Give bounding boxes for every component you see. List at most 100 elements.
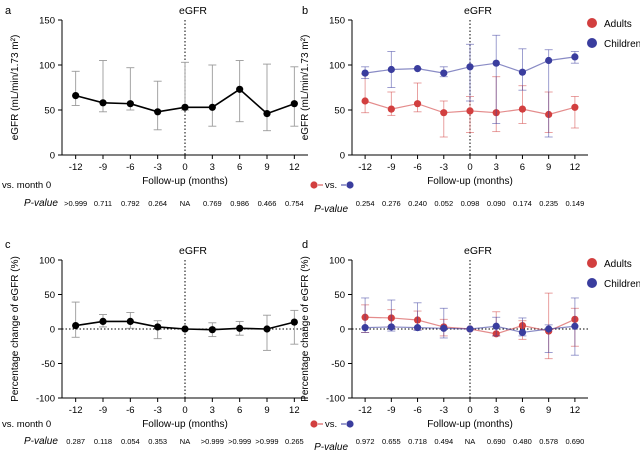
x-axis-label: Follow-up (months): [142, 419, 228, 430]
x-tick-label: -3: [440, 162, 448, 173]
data-point: [181, 103, 189, 111]
panel-label: c: [5, 239, 11, 251]
p-value: 0.718: [408, 437, 427, 446]
data-point: [290, 318, 298, 326]
y-axis-label: Percentage change of eGFR (%): [300, 256, 311, 402]
data-point: [236, 85, 244, 93]
legend-marker: [587, 278, 597, 288]
data-point: [361, 324, 369, 332]
comparison-label: vs.: [325, 180, 337, 191]
data-point: [387, 65, 395, 74]
p-value-label: P-value: [24, 436, 58, 447]
comparison-marker-adults: [310, 181, 318, 189]
legend-label: Adults: [604, 259, 632, 270]
y-tick-label: -50: [331, 359, 345, 370]
x-tick-label: 3: [210, 405, 215, 416]
p-value: 0.098: [461, 199, 480, 208]
x-axis-label: Follow-up (months): [427, 419, 513, 430]
comparison-label: vs. month 0: [2, 419, 51, 430]
y-tick-label: 50: [44, 106, 55, 117]
x-axis-label: Follow-up (months): [142, 176, 228, 187]
data-point: [440, 109, 448, 117]
chart-title: eGFR: [464, 5, 492, 17]
panel-d: d -100 -50 0 50 100 -12 -9 -6 -3 0 3 6 9 12 eGFR Percent…: [300, 239, 640, 453]
panel-b: b 0 50 100 150 -12 -9 -6 -3 0 3 6 9 12 eGFR eGFR (mL/mi…: [300, 5, 640, 215]
p-value: NA: [465, 437, 475, 446]
p-value: 0.792: [121, 199, 140, 208]
x-tick-label: 12: [570, 405, 581, 416]
p-value: 0.265: [285, 437, 304, 446]
data-point: [361, 69, 369, 77]
legend-label: Adults: [604, 19, 632, 30]
x-tick-label: 3: [494, 162, 499, 173]
x-tick-label: 12: [289, 162, 300, 173]
panel-label: a: [5, 5, 12, 17]
comparison-label: vs. month 0: [2, 180, 51, 191]
p-value: 0.690: [487, 437, 506, 446]
data-point: [126, 100, 134, 108]
panel-a: a 0 50 100 150 -12 -9 -6 -3 0 3 6 9 12 eGFR eGFR (mL/mi…: [2, 5, 308, 209]
data-point: [263, 325, 271, 333]
data-point: [236, 324, 244, 332]
data-point: [492, 59, 500, 67]
y-tick-label: 0: [50, 325, 55, 336]
legend-label: Children: [604, 279, 640, 290]
p-value: 0.655: [382, 437, 401, 446]
x-tick-label: 0: [467, 405, 472, 416]
x-tick-label: -12: [69, 162, 83, 173]
x-tick-label: -6: [126, 162, 134, 173]
p-value: 0.149: [565, 199, 584, 208]
comparison-marker-children: [346, 420, 354, 428]
p-value: 0.254: [356, 199, 375, 208]
data-point: [466, 325, 474, 333]
p-value: 0.118: [94, 437, 112, 446]
p-value: >0.999: [64, 199, 87, 208]
data-point: [387, 105, 395, 113]
p-value: 0.769: [203, 199, 222, 208]
x-tick-label: -3: [153, 405, 161, 416]
y-tick-label: 100: [39, 61, 55, 72]
y-tick-label: 50: [44, 290, 55, 301]
comparison-marker-children: [346, 181, 354, 189]
p-value: 0.276: [382, 199, 401, 208]
x-tick-label: 0: [182, 405, 187, 416]
y-tick-label: 0: [340, 325, 345, 336]
p-value-label: P-value: [314, 204, 348, 215]
data-point: [518, 68, 527, 76]
y-tick-label: 0: [340, 151, 345, 162]
data-point: [545, 325, 553, 333]
y-tick-label: -50: [41, 359, 55, 370]
y-tick-label: 150: [329, 16, 345, 27]
p-value: 0.174: [513, 199, 532, 208]
panel-c: c -100 -50 0 50 100 -12 -9 -6 -3 0 3 6 9 12 eGFR Percent…: [2, 239, 308, 447]
data-point: [518, 328, 527, 337]
data-point: [387, 323, 395, 331]
x-tick-label: 6: [520, 405, 525, 416]
y-tick-label: 50: [334, 106, 345, 117]
x-tick-label: -12: [358, 162, 372, 173]
p-value: 0.986: [230, 199, 249, 208]
chart-title: eGFR: [464, 245, 492, 257]
p-value: 0.711: [94, 199, 112, 208]
y-tick-label: -100: [36, 394, 55, 405]
y-tick-label: -100: [326, 394, 345, 405]
x-tick-label: -6: [413, 162, 421, 173]
data-point: [72, 92, 80, 100]
data-point: [361, 97, 369, 105]
x-tick-label: 3: [210, 162, 215, 173]
p-value: >0.999: [255, 437, 278, 446]
data-point: [154, 323, 162, 331]
y-axis-label: eGFR (mL/min/1.73 m²): [10, 35, 21, 141]
p-value-label: P-value: [24, 198, 58, 209]
x-tick-label: -9: [387, 405, 395, 416]
x-tick-label: 0: [467, 162, 472, 173]
data-point: [181, 325, 189, 333]
p-value: 0.090: [487, 199, 506, 208]
x-tick-label: -12: [69, 405, 83, 416]
p-value: 0.054: [121, 437, 140, 446]
p-value: 0.480: [513, 437, 532, 446]
data-point: [72, 321, 80, 330]
data-point: [571, 53, 579, 61]
data-point: [208, 103, 216, 111]
x-tick-label: 9: [264, 162, 269, 173]
